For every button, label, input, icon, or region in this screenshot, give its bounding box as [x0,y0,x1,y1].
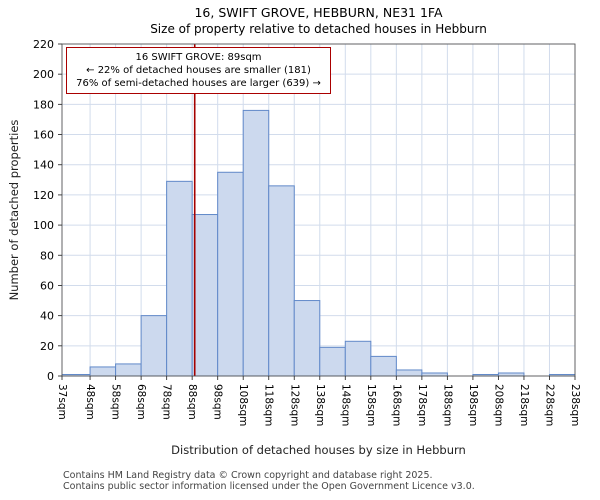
x-tick-label: 238sqm [569,384,581,426]
y-tick-label: 160 [33,129,54,142]
x-tick-label: 58sqm [110,384,122,420]
histogram-bar [344,340,372,377]
histogram-bar [497,372,525,377]
x-axis-label: Distribution of detached houses by size … [171,443,466,457]
y-tick-label: 80 [40,249,54,262]
property-annotation-box: 16 SWIFT GROVE: 89sqm ← 22% of detached … [66,47,331,94]
histogram-bar [370,355,397,377]
chart-title: 16, SWIFT GROVE, HEBBURN, NE31 1FA [194,5,443,20]
x-tick-label: 48sqm [84,384,96,420]
x-tick-label: 218sqm [518,384,530,426]
y-tick-label: 0 [47,370,54,383]
x-tick-label: 158sqm [365,384,377,426]
histogram-bar [319,346,346,377]
histogram-bar [140,315,168,377]
x-tick-label: 148sqm [339,384,351,426]
x-tick-label: 208sqm [492,384,504,426]
axis-spines [61,43,576,377]
footer-attribution-1: Contains HM Land Registry data © Crown c… [63,470,433,481]
histogram-bar [421,372,448,377]
histogram-bar [191,214,219,377]
x-tick-label: 128sqm [288,384,300,426]
y-tick-label: 60 [40,279,54,292]
x-tick-label: 98sqm [212,384,224,420]
x-tick-label: 118sqm [263,384,275,426]
y-tick-label: 220 [33,38,54,51]
annotation-line-2: ← 22% of detached houses are smaller (18… [86,65,311,76]
y-tick-label: 100 [33,219,54,232]
histogram-bar [395,369,423,377]
y-tick-label: 40 [40,310,54,323]
x-tick-label: 228sqm [543,384,555,426]
y-tick-label: 180 [33,98,54,111]
x-tick-label: 108sqm [237,384,249,426]
histogram-bar [166,180,193,377]
x-tick-label: 138sqm [314,384,326,426]
annotation-line-3: 76% of semi-detached houses are larger (… [76,78,321,89]
histogram-bar [268,185,295,377]
x-tick-label: 178sqm [416,384,428,426]
y-tick-label: 200 [33,68,54,81]
chart-subtitle: Size of property relative to detached ho… [150,22,487,36]
x-tick-label: 198sqm [467,384,479,426]
annotation-line-1: 16 SWIFT GROVE: 89sqm [135,52,262,63]
histogram-bar [217,171,244,377]
histogram-bar [293,300,321,377]
y-axis-label: Number of detached properties [7,119,21,301]
x-tick-label: 37sqm [56,384,68,420]
y-tick-label: 20 [40,340,54,353]
footer-attribution-2: Contains public sector information licen… [63,481,475,492]
x-tick-label: 68sqm [135,384,147,420]
y-tick-label: 120 [33,189,54,202]
x-tick-label: 78sqm [161,384,173,420]
x-tick-label: 188sqm [441,384,453,426]
x-tick-label: 88sqm [186,384,198,420]
histogram-bar [242,109,270,377]
histogram-bar [89,366,117,377]
histogram-bar [115,363,142,377]
x-tick-label: 168sqm [390,384,402,426]
y-tick-label: 140 [33,159,54,172]
